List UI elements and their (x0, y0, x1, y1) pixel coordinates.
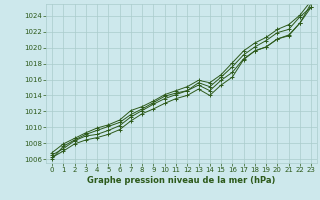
X-axis label: Graphe pression niveau de la mer (hPa): Graphe pression niveau de la mer (hPa) (87, 176, 276, 185)
